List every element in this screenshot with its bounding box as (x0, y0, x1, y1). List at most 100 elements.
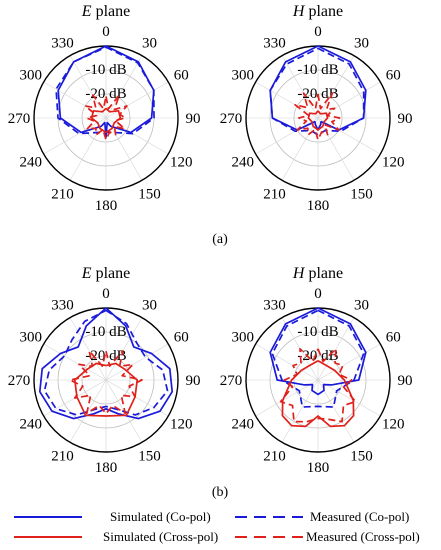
series-measured-co-pol (271, 309, 365, 408)
angle-tick-240: 240 (231, 417, 254, 433)
chart-title: H plane (292, 265, 343, 282)
angle-tick-300: 300 (19, 68, 42, 84)
grid-spoke (43, 117, 107, 155)
angle-tick-180: 180 (95, 198, 118, 214)
angle-tick-270: 270 (8, 373, 31, 389)
grid-spoke (255, 81, 319, 119)
ring-label-2: -20 dB (297, 348, 338, 364)
grid-spoke (317, 317, 355, 381)
series-measured-cross-pol (279, 347, 357, 423)
ring-label-1: -10 dB (85, 62, 126, 78)
grid-spoke (105, 343, 169, 381)
angle-tick-300: 300 (231, 330, 254, 346)
grid-spoke (105, 317, 143, 381)
series-simulated-cross-pol (90, 107, 122, 134)
angle-tick-180: 180 (307, 198, 330, 214)
angle-tick-90: 90 (398, 373, 413, 389)
grid-spoke (69, 55, 107, 119)
legend-label-measured-cross-pol: Measured (Cross-pol) (306, 529, 420, 544)
polar-chart-1: -10 dB-20 dB0306090120150180210240270300… (8, 3, 201, 214)
grid-spoke (317, 117, 355, 181)
angle-tick-150: 150 (138, 186, 161, 202)
angle-tick-0: 0 (314, 286, 322, 302)
angle-tick-210: 210 (51, 186, 74, 202)
chart-title-italic: H (292, 3, 306, 20)
series-measured-cross-pol (294, 92, 341, 141)
angle-tick-330: 330 (263, 36, 286, 52)
angle-tick-150: 150 (350, 448, 373, 464)
angle-tick-0: 0 (102, 286, 110, 302)
legend-label-simulated-cross-pol: Simulated (Cross-pol) (103, 529, 218, 544)
chart-title-rest: plane (304, 265, 343, 282)
angle-tick-180: 180 (95, 460, 118, 476)
angle-tick-90: 90 (186, 111, 201, 127)
grid-spoke (317, 343, 381, 381)
angle-tick-120: 120 (382, 417, 405, 433)
angle-tick-180: 180 (307, 460, 330, 476)
series-simulated-cross-pol (73, 362, 139, 417)
angle-tick-210: 210 (263, 448, 286, 464)
caption-b: (b) (212, 485, 229, 500)
grid-spoke (43, 343, 107, 381)
angle-tick-240: 240 (19, 417, 42, 433)
series-simulated-co-pol (269, 307, 367, 396)
angle-tick-120: 120 (170, 417, 193, 433)
grid-spoke (281, 55, 319, 119)
grid-spoke (255, 343, 319, 381)
chart-title-rest: plane (304, 3, 343, 20)
chart-title-rest: plane (92, 265, 131, 282)
angle-tick-210: 210 (51, 448, 74, 464)
angle-tick-60: 60 (386, 330, 401, 346)
angle-tick-270: 270 (220, 111, 243, 127)
angle-tick-240: 240 (19, 155, 42, 171)
ring-label-1: -10 dB (297, 62, 338, 78)
grid-spoke (317, 379, 381, 417)
angle-tick-270: 270 (220, 373, 243, 389)
polar-chart-4: -10 dB -20 dB 0 30 60 90 120 150 180 210 240 270 300… (220, 265, 413, 476)
chart-title: H plane (292, 3, 343, 20)
series-simulated-cross-pol (281, 360, 355, 428)
grid-spoke (255, 117, 319, 155)
chart-title: E plane (81, 265, 130, 282)
angle-tick-210: 210 (263, 186, 286, 202)
series-simulated-cross-pol (307, 110, 329, 131)
series-measured-cross-pol (84, 94, 128, 141)
polar-chart-2: -10 dB-20 dB0306090120150180210240270300… (220, 3, 413, 214)
grid-spoke (255, 379, 319, 417)
angle-tick-150: 150 (138, 448, 161, 464)
angle-tick-90: 90 (186, 373, 201, 389)
ring-label-1: -10 dB (85, 324, 126, 340)
series-measured-cross-pol (69, 350, 143, 415)
angle-tick-0: 0 (102, 24, 110, 40)
caption-a: (a) (212, 232, 228, 247)
legend-label-measured-co-pol: Measured (Co-pol) (310, 509, 409, 524)
angle-tick-0: 0 (314, 24, 322, 40)
angle-tick-120: 120 (382, 155, 405, 171)
angle-tick-330: 330 (263, 298, 286, 314)
angle-tick-270: 270 (8, 111, 31, 127)
angle-tick-150: 150 (350, 186, 373, 202)
ring-label-2: -20 dB (85, 348, 126, 364)
angle-tick-60: 60 (174, 68, 189, 84)
angle-tick-60: 60 (386, 68, 401, 84)
grid-spoke (105, 55, 143, 119)
legend-label-simulated-co-pol: Simulated (Co-pol) (110, 509, 211, 524)
angle-tick-330: 330 (51, 298, 74, 314)
series-measured-co-pol (43, 309, 169, 416)
grid-spoke (105, 379, 169, 417)
series-measured-co-pol (269, 47, 365, 136)
chart-title-italic: E (81, 265, 92, 282)
legend: Simulated (Co-pol) Simulated (Cross-pol)… (14, 509, 420, 544)
grid-spoke (43, 81, 107, 119)
angle-tick-30: 30 (142, 298, 157, 314)
chart-title-italic: H (292, 265, 306, 282)
angle-tick-300: 300 (19, 330, 42, 346)
grid-spoke (317, 55, 355, 119)
grid-spoke (69, 317, 107, 381)
grid-spoke (105, 117, 169, 155)
angle-tick-300: 300 (231, 68, 254, 84)
angle-tick-60: 60 (174, 330, 189, 346)
angle-tick-330: 330 (51, 36, 74, 52)
angle-tick-30: 30 (142, 36, 157, 52)
